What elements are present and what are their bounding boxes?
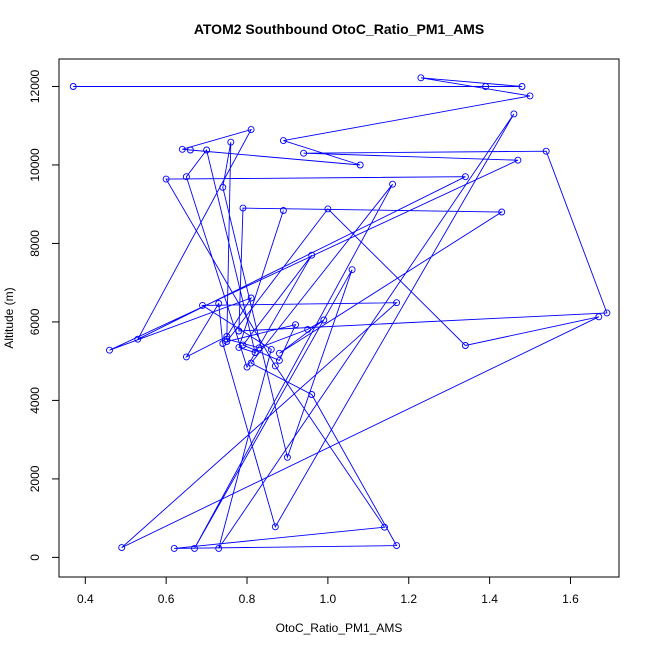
data-point: [247, 294, 255, 302]
data-point: [300, 149, 308, 157]
data-point: [247, 359, 255, 367]
data-point: [275, 349, 283, 357]
data-point: [118, 544, 126, 552]
y-tick-label: 10000: [28, 148, 42, 182]
data-point: [219, 340, 227, 347]
data-point: [203, 146, 211, 154]
data-point: [348, 266, 356, 274]
x-tick-label: 0.6: [158, 592, 175, 606]
data-point: [223, 332, 231, 340]
chart-title: ATOM2 Southbound OtoC_Ratio_PM1_AMS: [194, 21, 484, 37]
data-point: [461, 342, 469, 349]
data-point: [186, 146, 194, 154]
data-point: [275, 356, 283, 364]
data-point: [267, 345, 275, 353]
y-tick-label: 2000: [28, 465, 42, 492]
data-point: [279, 207, 287, 214]
data-point: [393, 299, 401, 307]
data-point: [461, 173, 469, 181]
data-point: [510, 110, 518, 118]
data-point: [178, 145, 186, 153]
data-point: [603, 309, 611, 317]
data-point: [518, 83, 526, 90]
data-point: [247, 126, 255, 134]
data-point: [223, 338, 231, 345]
data-point: [239, 204, 247, 212]
y-axis: 0 2000 4000 6000 8000 10000 12000: [28, 69, 60, 561]
data-point: [308, 251, 316, 259]
data-point: [482, 83, 490, 90]
data-point: [191, 544, 198, 552]
data-point: [223, 335, 231, 343]
data-point: [134, 335, 142, 343]
data-point: [292, 321, 299, 329]
y-tick-label: 8000: [28, 230, 42, 257]
x-tick-label: 1.0: [320, 592, 337, 606]
data-point: [255, 344, 263, 352]
y-tick-label: 0: [28, 554, 42, 561]
data-point: [526, 92, 534, 100]
data-point: [162, 175, 170, 183]
data-point: [356, 161, 364, 169]
x-axis: 0.4 0.6 0.8 1.0 1.2 1.4 1.6: [77, 576, 579, 606]
data-point: [251, 349, 259, 356]
data-point: [498, 208, 506, 216]
data-point: [417, 74, 425, 82]
data-point: [271, 362, 279, 370]
data-point: [170, 544, 178, 552]
data-point: [243, 363, 251, 371]
y-tick-label: 12000: [28, 69, 42, 103]
series-line: [73, 77, 608, 549]
x-tick-label: 1.6: [562, 592, 579, 606]
data-point: [199, 301, 206, 309]
data-point: [283, 453, 291, 461]
x-tick-label: 0.8: [239, 592, 256, 606]
x-tick-label: 0.4: [77, 592, 94, 606]
x-tick-label: 1.4: [481, 592, 498, 606]
data-point: [271, 523, 279, 531]
data-point: [215, 300, 223, 307]
y-axis-label: Altitude (m): [2, 287, 16, 348]
data-point: [320, 316, 328, 324]
data-point: [304, 325, 312, 333]
data-point: [279, 137, 287, 145]
data-point: [182, 353, 190, 361]
data-point: [514, 156, 522, 164]
data-point: [182, 173, 190, 181]
y-tick-label: 6000: [28, 308, 42, 335]
series-layer: [69, 74, 611, 552]
data-point: [235, 327, 243, 335]
data-point: [324, 205, 332, 213]
x-tick-label: 1.2: [400, 592, 417, 606]
y-tick-label: 4000: [28, 387, 42, 414]
data-point: [542, 147, 550, 155]
data-point: [227, 138, 235, 146]
data-point: [215, 544, 223, 552]
data-point: [393, 542, 401, 550]
data-point: [595, 313, 603, 321]
data-point: [219, 183, 227, 191]
data-point: [69, 83, 77, 90]
x-axis-label: OtoC_Ratio_PM1_AMS: [276, 621, 403, 635]
data-point: [239, 341, 247, 349]
data-point: [235, 343, 243, 351]
data-point: [381, 523, 388, 531]
data-point: [106, 346, 113, 354]
data-point: [389, 180, 397, 188]
data-point: [308, 391, 316, 398]
